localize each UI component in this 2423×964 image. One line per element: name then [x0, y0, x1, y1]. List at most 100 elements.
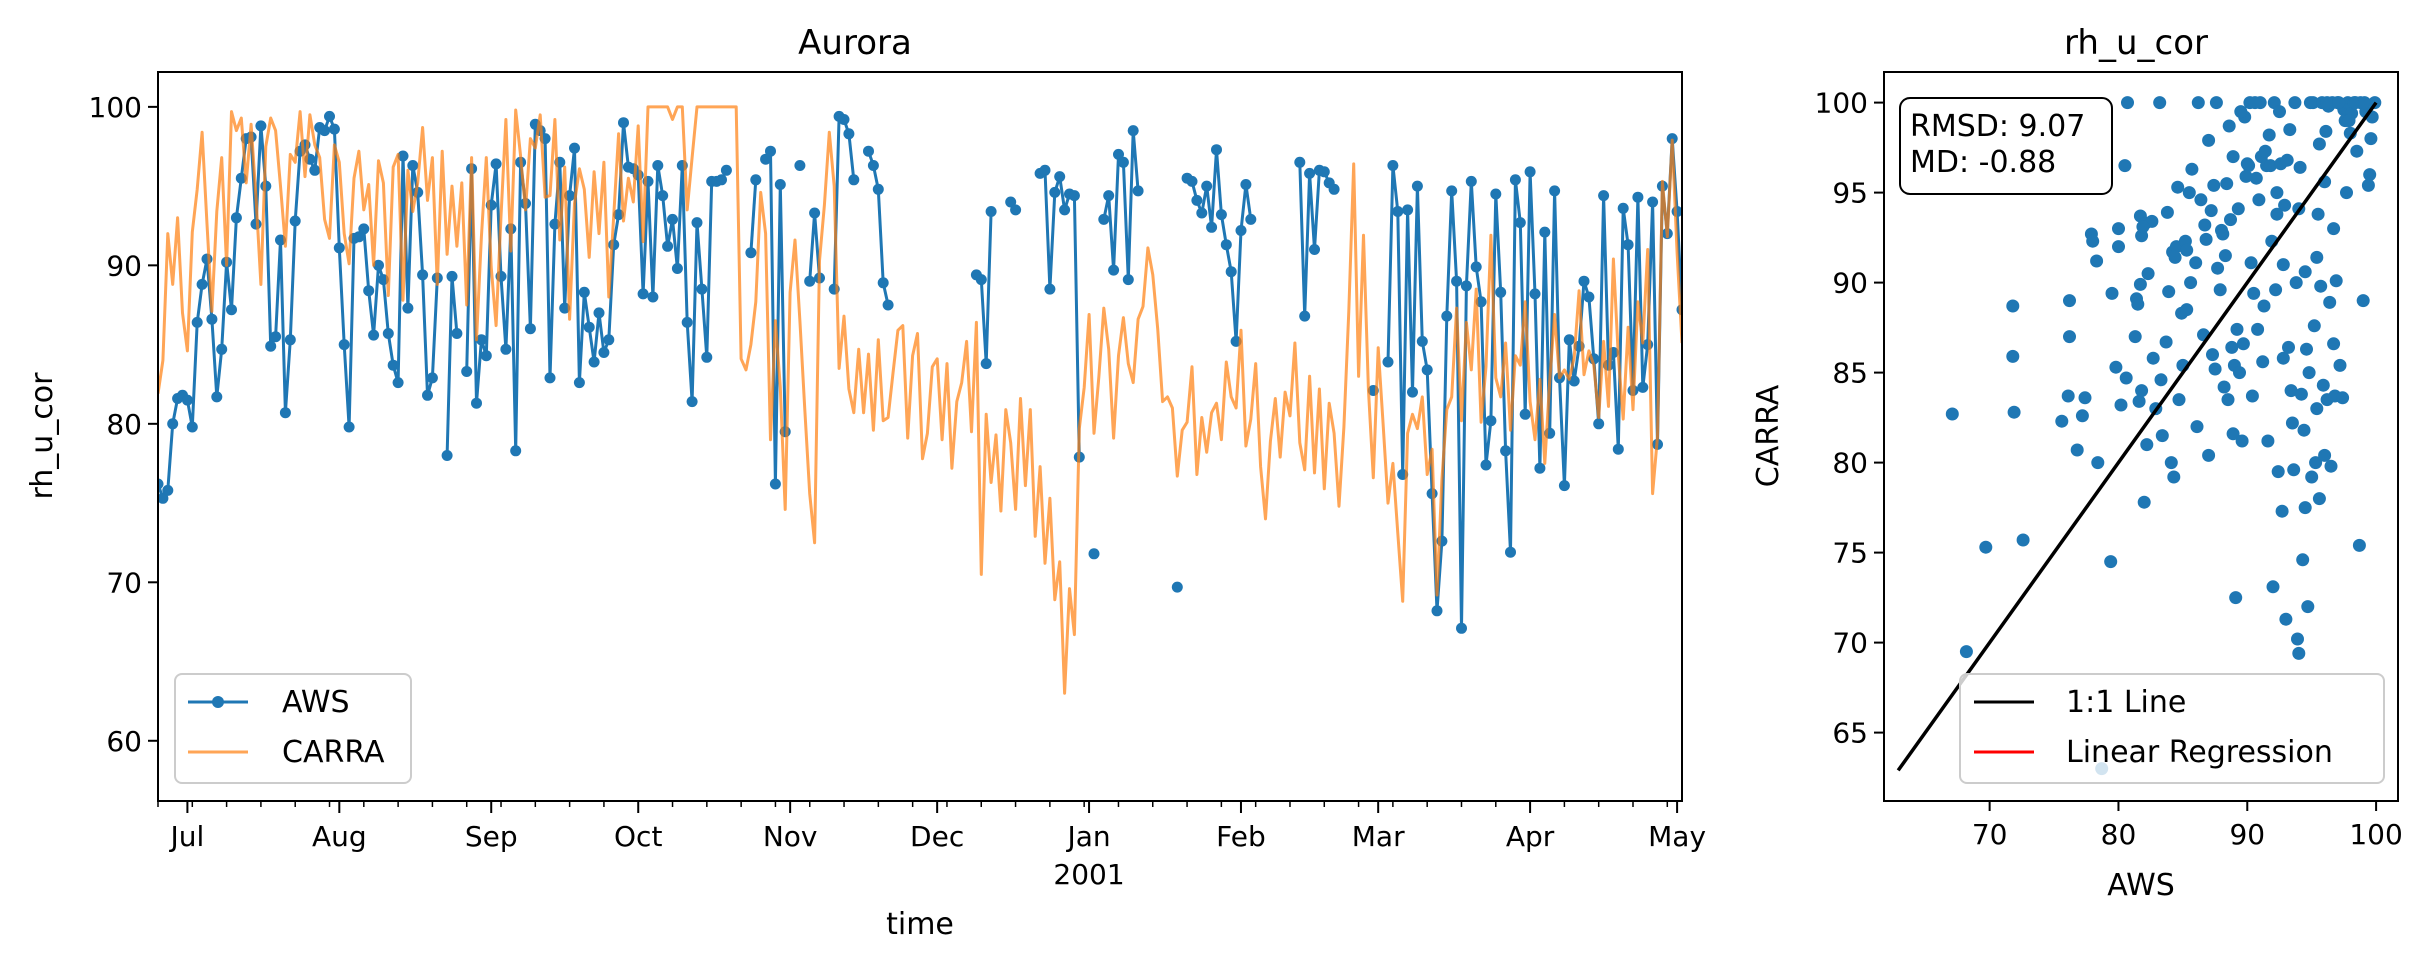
scatter-point [2256, 355, 2270, 369]
scatter-point [2154, 373, 2168, 387]
data-point [510, 445, 522, 457]
data-point [701, 351, 713, 363]
scatter-point [2189, 256, 2203, 270]
data-point [1431, 605, 1443, 617]
data-point [162, 484, 174, 496]
scatter-x-axis: 70 80 90 100 [1972, 801, 2403, 851]
scatter-point [2091, 456, 2105, 470]
timeseries-frame [157, 71, 1683, 802]
data-point [206, 313, 218, 325]
scatter-point [2078, 391, 2092, 405]
x-tick-label: Apr [1506, 820, 1555, 853]
data-point [598, 347, 610, 358]
scatter-point [2266, 580, 2280, 594]
data-point [686, 396, 698, 408]
scatter-point [2278, 198, 2292, 212]
data-point [446, 270, 458, 282]
data-point [1309, 244, 1320, 255]
legend-aws-label: AWS [282, 685, 350, 720]
scatter-point [2141, 267, 2155, 281]
data-point [613, 209, 625, 221]
data-point [1411, 180, 1423, 192]
scatter-point [2332, 96, 2346, 110]
scatter-point [2202, 448, 2216, 462]
data-point [769, 478, 781, 490]
data-point [1387, 160, 1399, 171]
x-tick-label: Aug [312, 820, 367, 853]
scatter-point [2301, 600, 2315, 614]
scatter-point [2121, 96, 2134, 110]
data-point [1534, 462, 1546, 474]
data-point [1407, 386, 1418, 398]
scatter-point [2105, 286, 2119, 300]
data-point [441, 450, 453, 461]
scatter-point [2235, 434, 2249, 448]
timeseries-y-axis-label: rh_u_cor [25, 372, 60, 500]
data-point [1490, 188, 1502, 200]
data-point [407, 160, 419, 171]
scatter-point [2160, 205, 2174, 219]
scatter-point [2112, 222, 2125, 236]
scatter-point [2164, 456, 2178, 470]
data-point [1382, 356, 1394, 368]
data-point [461, 366, 473, 377]
data-point [1098, 213, 1110, 225]
scatter-point [2333, 358, 2347, 372]
data-point [1470, 261, 1482, 273]
scatter-point [2233, 366, 2246, 380]
scatter-point [2184, 276, 2198, 290]
scatter-point [2316, 378, 2330, 392]
data-point [765, 145, 776, 157]
scatter-point [2167, 470, 2181, 484]
data-point [279, 407, 291, 419]
scatter-point [2284, 384, 2298, 398]
scatter-point [2090, 254, 2104, 268]
data-point [1245, 213, 1257, 225]
scatter-point [2276, 258, 2290, 272]
scatter-point [2206, 348, 2219, 362]
series-line-segment [975, 211, 993, 366]
scatter-point [2133, 277, 2147, 291]
data-point [863, 145, 874, 157]
data-point [1617, 202, 1629, 214]
data-point [1446, 185, 1458, 197]
data-point [559, 302, 571, 314]
scatter-point [2310, 250, 2324, 264]
scatter-point [2327, 222, 2341, 236]
data-point [1480, 459, 1492, 471]
data-point [1235, 225, 1247, 236]
scatter-point [2283, 123, 2297, 137]
scatter-point [2324, 459, 2338, 473]
scatter-point [2282, 340, 2295, 354]
data-point [417, 269, 429, 281]
series-line-segment [1186, 148, 1253, 343]
data-point [882, 299, 894, 311]
scatter-point [2207, 178, 2221, 192]
data-point [1598, 190, 1610, 202]
data-point [1225, 266, 1237, 278]
data-point [657, 190, 669, 202]
data-point [603, 334, 615, 346]
data-point [647, 291, 659, 303]
data-point [353, 231, 365, 243]
rmsd-value: RMSD: 9.07 [1910, 109, 2085, 144]
data-point [1211, 144, 1222, 156]
scatter-point [2216, 227, 2230, 241]
scatter-point [2270, 207, 2284, 221]
scatter-point [2289, 276, 2303, 290]
data-point [1206, 221, 1218, 233]
data-point [745, 247, 757, 259]
data-point [985, 206, 997, 217]
data-point [1103, 190, 1115, 202]
data-point [1441, 310, 1453, 322]
data-point [569, 142, 580, 154]
scatter-point [2180, 243, 2194, 257]
data-point [1318, 166, 1330, 178]
scatter-point [2251, 322, 2265, 336]
data-point [637, 288, 649, 300]
data-point [1549, 185, 1561, 197]
scatter-point [2280, 153, 2294, 167]
scatter-point [2312, 492, 2326, 506]
stats-box: RMSD: 9.07 MD: -0.88 [1899, 97, 2113, 195]
scatter-point [2162, 285, 2176, 299]
